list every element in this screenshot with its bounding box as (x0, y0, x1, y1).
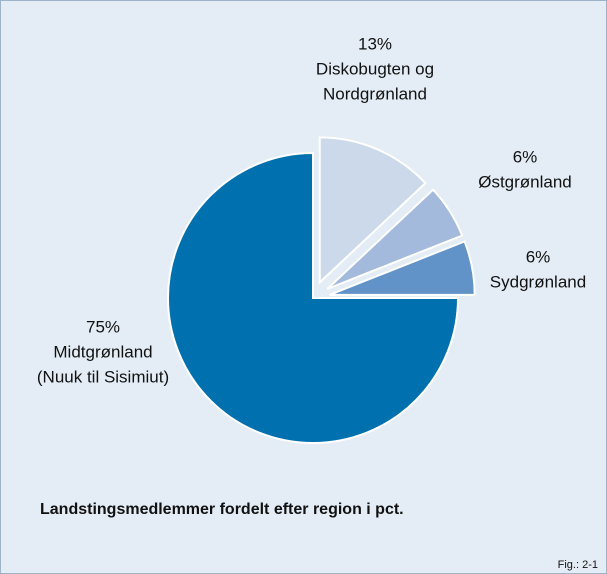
category-label: Sydgrønland (490, 272, 586, 291)
pie-slice (318, 136, 427, 285)
pie-slice (329, 240, 476, 296)
value-label: 6% (513, 147, 538, 166)
chart-title: Landstingsmedlemmer fordelt efter region… (40, 501, 404, 518)
value-label: 6% (526, 247, 551, 266)
category-label: Nordgrønland (323, 84, 427, 103)
category-label: (Nuuk til Sisimiut) (37, 367, 169, 386)
pie-slice (326, 188, 464, 290)
category-label: Østgrønland (478, 172, 572, 191)
pie-slice (167, 151, 460, 444)
value-label: 75% (86, 317, 120, 336)
value-label: 13% (358, 34, 392, 53)
category-label: Midtgrønland (53, 342, 152, 361)
category-label: Diskobugten og (316, 59, 434, 78)
figure-label: Fig.: 2-1 (558, 559, 598, 571)
